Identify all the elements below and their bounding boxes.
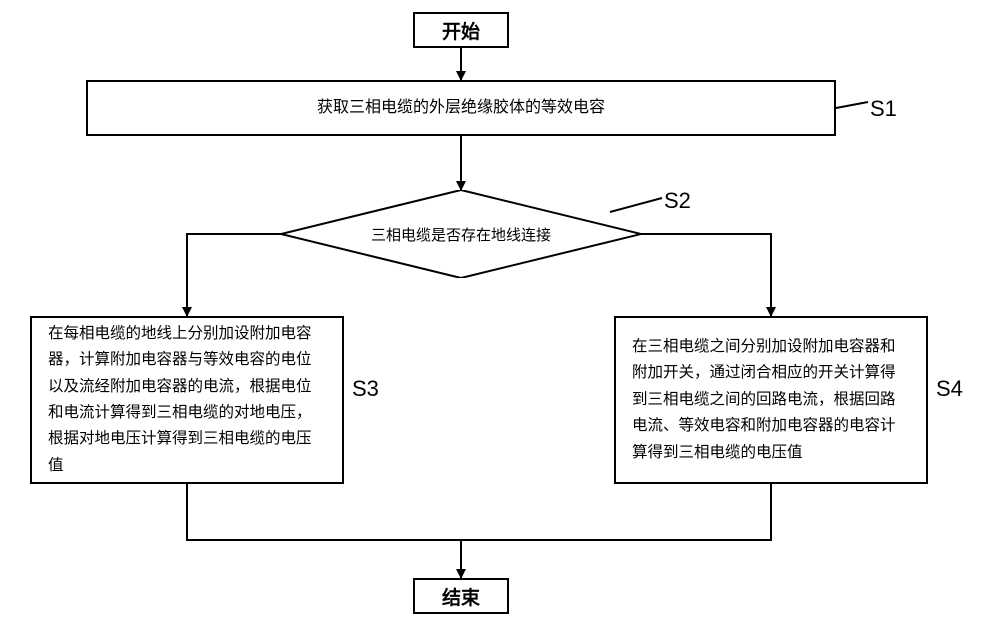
process-s4-text: 在三相电缆之间分别加设附加电容器和附加开关，通过闭合相应的开关计算得到三相电缆之…: [632, 334, 910, 466]
step-label-s3: S3: [352, 376, 379, 402]
decision-s2-text: 三相电缆是否存在地线连接: [281, 190, 641, 278]
step-label-s2: S2: [664, 188, 691, 214]
end-terminal: 结束: [413, 578, 509, 614]
process-s3-text: 在每相电缆的地线上分别加设附加电容器，计算附加电容器与等效电容的电位以及流经附加…: [48, 321, 326, 479]
process-s1-text: 获取三相电缆的外层绝缘胶体的等效电容: [317, 95, 605, 121]
decision-s2: 三相电缆是否存在地线连接: [281, 190, 641, 278]
start-label: 开始: [442, 17, 480, 44]
end-label: 结束: [442, 583, 480, 610]
start-terminal: 开始: [413, 12, 509, 48]
process-s4: 在三相电缆之间分别加设附加电容器和附加开关，通过闭合相应的开关计算得到三相电缆之…: [614, 316, 928, 484]
step-label-s1: S1: [870, 96, 897, 122]
process-s3: 在每相电缆的地线上分别加设附加电容器，计算附加电容器与等效电容的电位以及流经附加…: [30, 316, 344, 484]
step-label-s4: S4: [936, 376, 963, 402]
process-s1: 获取三相电缆的外层绝缘胶体的等效电容: [86, 80, 836, 136]
